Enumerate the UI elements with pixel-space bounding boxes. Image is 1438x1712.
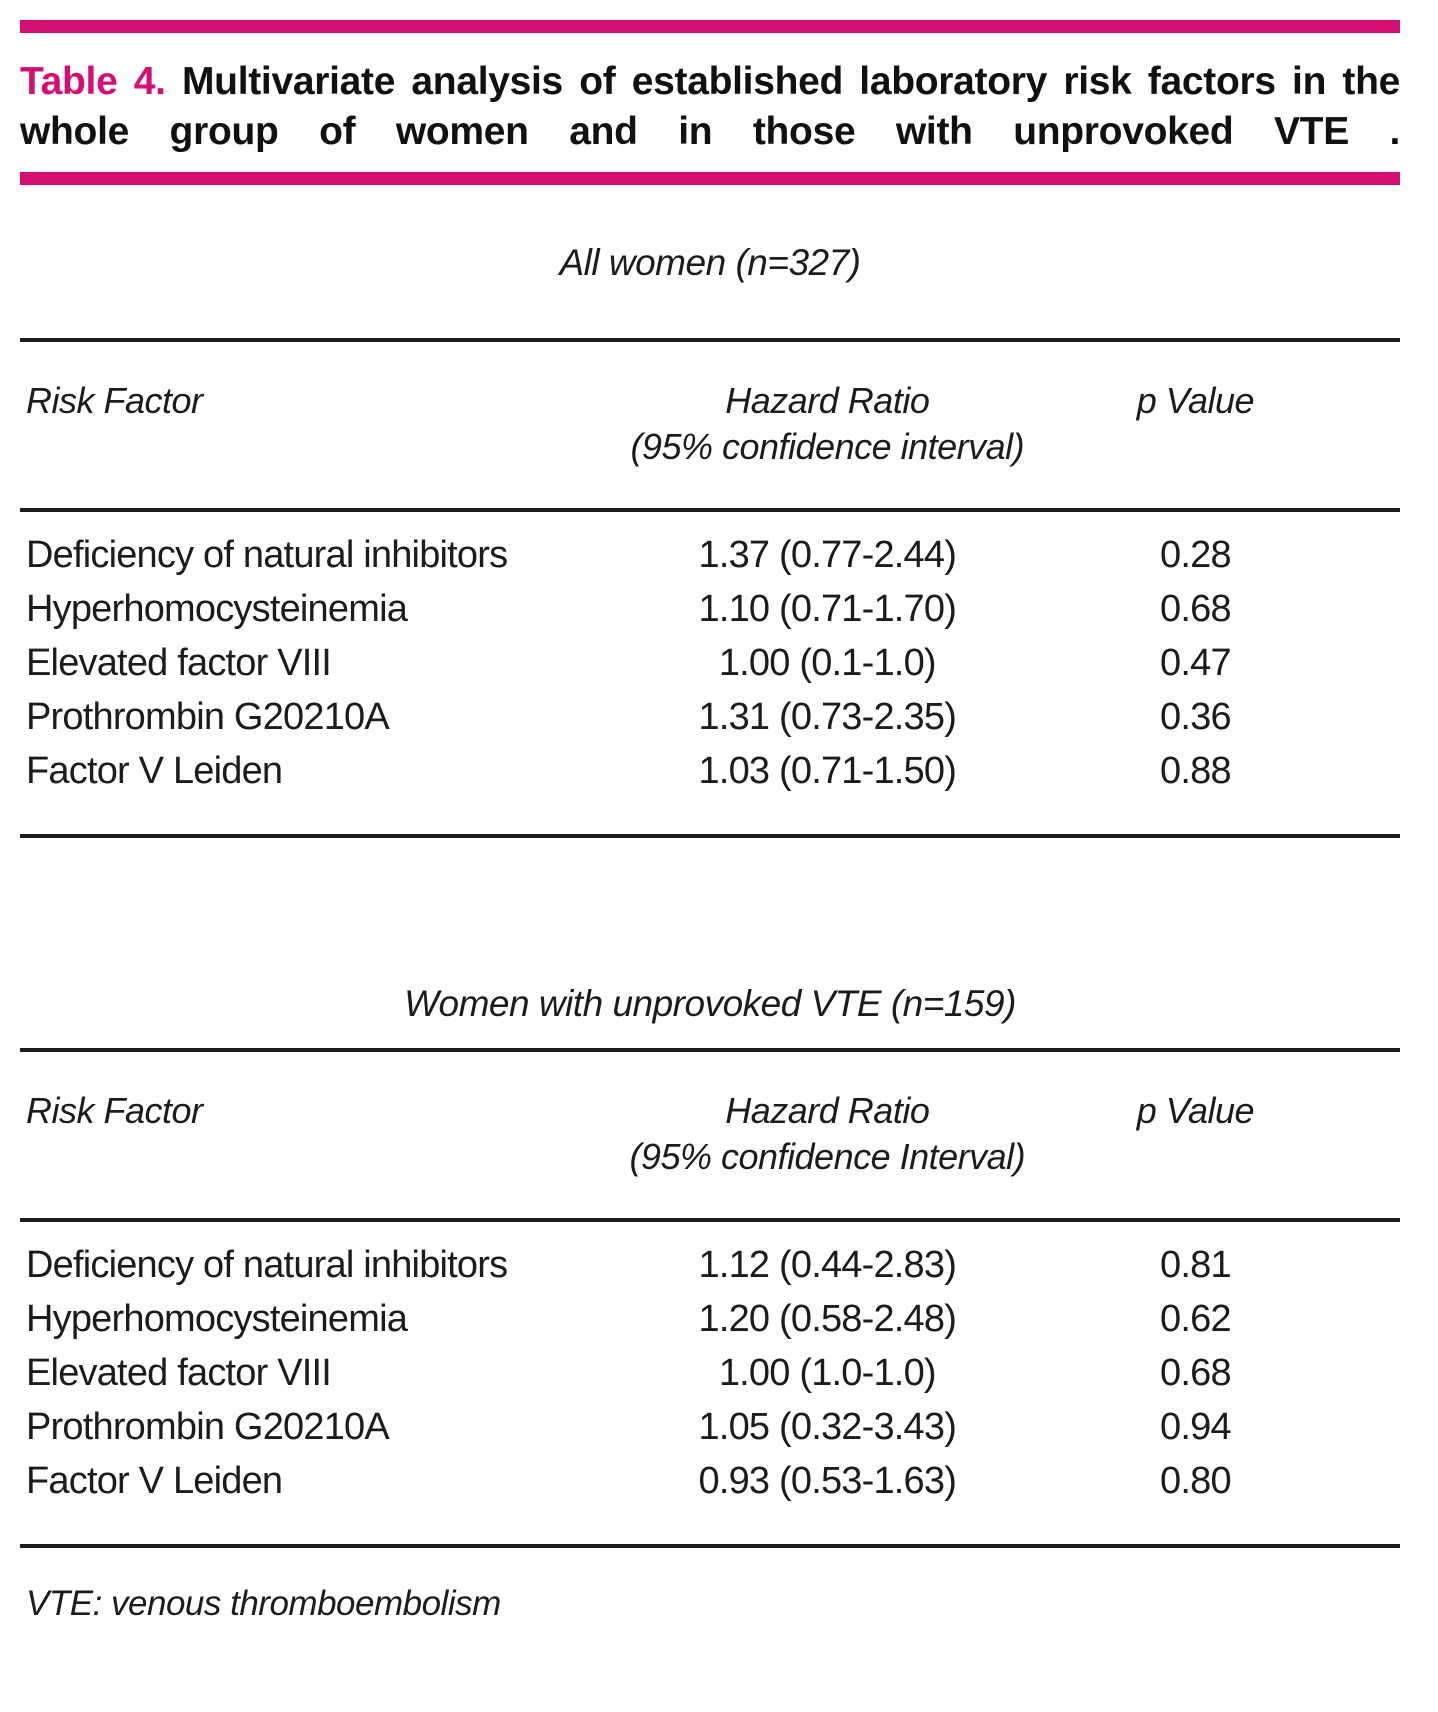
horizontal-rule (20, 834, 1400, 838)
risk-factor-cell: Elevated factor VIII (26, 642, 332, 684)
p-value-cell: 0.94 (1160, 1406, 1232, 1448)
hazard-ratio-cell: 1.03 (0.71-1.50) (698, 750, 957, 792)
table-body-unprovoked-vte: Deficiency of natural inhibitors 1.12 (0… (20, 1222, 1400, 1508)
section-caption-all-women: All women (n=327) (559, 242, 861, 283)
p-value-cell: 0.68 (1160, 588, 1232, 630)
table-row: Deficiency of natural inhibitors 1.37 (0… (20, 528, 1400, 582)
p-value-cell: 0.36 (1160, 696, 1232, 738)
risk-factor-cell: Hyperhomocysteinemia (26, 588, 408, 630)
top-accent-rule (20, 20, 1400, 33)
column-header-risk-factor: Risk Factor (26, 380, 203, 421)
risk-factor-cell: Hyperhomocysteinemia (26, 1298, 408, 1340)
table-figure: Table 4. Multivariate analysis of establ… (20, 20, 1400, 1626)
p-value-cell: 0.80 (1160, 1460, 1232, 1502)
table-row: Prothrombin G20210A 1.31 (0.73-2.35) 0.3… (20, 690, 1400, 744)
risk-factor-cell: Deficiency of natural inhibitors (26, 534, 508, 576)
risk-factor-cell: Elevated factor VIII (26, 1352, 332, 1394)
column-header-p-value: p Value (1136, 380, 1255, 421)
risk-factor-cell: Deficiency of natural inhibitors (26, 1244, 508, 1286)
risk-factor-cell: Factor V Leiden (26, 1460, 283, 1502)
table-row: Deficiency of natural inhibitors 1.12 (0… (20, 1238, 1400, 1292)
table-row: Hyperhomocysteinemia 1.20 (0.58-2.48) 0.… (20, 1292, 1400, 1346)
hazard-ratio-cell: 1.37 (0.77-2.44) (698, 534, 957, 576)
section-caption-unprovoked-vte: Women with unprovoked VTE (n=159) (404, 983, 1016, 1024)
p-value-cell: 0.81 (1160, 1244, 1232, 1286)
hazard-ratio-cell: 1.20 (0.58-2.48) (698, 1298, 957, 1340)
table-body-all-women: Deficiency of natural inhibitors 1.37 (0… (20, 512, 1400, 798)
confidence-interval-label: (95% confidence interval) (630, 426, 1025, 467)
column-header-p-value: p Value (1136, 1090, 1255, 1131)
table-number-label: Table 4. (20, 60, 166, 103)
hazard-ratio-cell: 1.05 (0.32-3.43) (698, 1406, 957, 1448)
hazard-ratio-cell: 1.10 (0.71-1.70) (698, 588, 957, 630)
confidence-interval-label: (95% confidence Interval) (629, 1136, 1026, 1177)
table-title-text: Multivariate analysis of established lab… (20, 60, 1400, 153)
table-row: Elevated factor VIII 1.00 (1.0-1.0) 0.68 (20, 1346, 1400, 1400)
table-header-row: Risk Factor Hazard Ratio (95% confidence… (20, 342, 1400, 470)
risk-factor-cell: Factor V Leiden (26, 750, 283, 792)
horizontal-rule (20, 1048, 1400, 1052)
column-header-risk-factor: Risk Factor (26, 1090, 203, 1131)
p-value-cell: 0.62 (1160, 1298, 1232, 1340)
horizontal-rule (20, 1218, 1400, 1222)
p-value-cell: 0.28 (1160, 534, 1232, 576)
column-header-hazard-ratio: Hazard Ratio (95% confidence interval) (586, 378, 1069, 470)
p-value-cell: 0.88 (1160, 750, 1232, 792)
hazard-ratio-cell: 1.00 (1.0-1.0) (718, 1352, 937, 1394)
hazard-ratio-cell: 0.93 (0.53-1.63) (698, 1460, 957, 1502)
p-value-cell: 0.68 (1160, 1352, 1232, 1394)
p-value-cell: 0.47 (1160, 642, 1232, 684)
hazard-ratio-cell: 1.12 (0.44-2.83) (698, 1244, 957, 1286)
risk-factor-cell: Prothrombin G20210A (26, 1406, 390, 1448)
risk-factor-cell: Prothrombin G20210A (26, 696, 390, 738)
title-bottom-accent-rule (20, 172, 1400, 185)
hazard-ratio-label: Hazard Ratio (725, 1090, 930, 1131)
table-row: Elevated factor VIII 1.00 (0.1-1.0) 0.47 (20, 636, 1400, 690)
table-footnote: VTE: venous thromboembolism (26, 1584, 501, 1623)
column-header-hazard-ratio: Hazard Ratio (95% confidence Interval) (586, 1088, 1069, 1180)
table-row: Factor V Leiden 1.03 (0.71-1.50) 0.88 (20, 744, 1400, 798)
table-row: Prothrombin G20210A 1.05 (0.32-3.43) 0.9… (20, 1400, 1400, 1454)
horizontal-rule (20, 338, 1400, 342)
table-title: Table 4. Multivariate analysis of establ… (20, 57, 1400, 157)
table-row: Factor V Leiden 0.93 (0.53-1.63) 0.80 (20, 1454, 1400, 1508)
table-header-row: Risk Factor Hazard Ratio (95% confidence… (20, 1052, 1400, 1180)
hazard-ratio-label: Hazard Ratio (725, 380, 930, 421)
hazard-ratio-cell: 1.00 (0.1-1.0) (718, 642, 937, 684)
horizontal-rule (20, 1544, 1400, 1548)
table-row: Hyperhomocysteinemia 1.10 (0.71-1.70) 0.… (20, 582, 1400, 636)
hazard-ratio-cell: 1.31 (0.73-2.35) (698, 696, 957, 738)
horizontal-rule (20, 508, 1400, 512)
